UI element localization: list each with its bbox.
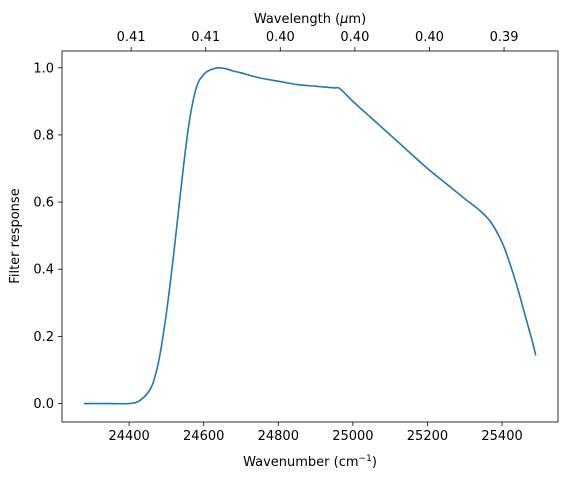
x-axis-label: Wavenumber (cm−1) xyxy=(243,454,377,470)
x-tick-label: 24800 xyxy=(258,429,299,444)
series-line xyxy=(83,66,537,405)
x-tick-label: 24600 xyxy=(183,429,224,444)
top-tick-label: 0.41 xyxy=(191,30,220,45)
y-axis-label: Filter response xyxy=(8,188,23,283)
plot-content xyxy=(83,66,537,405)
x-tick-label: 25400 xyxy=(481,429,522,444)
top-tick-label: 0.40 xyxy=(340,30,369,45)
left-y-axis: 0.0 0.2 0.4 0.6 0.8 1.0 xyxy=(33,61,62,412)
x-tick-label: 24400 xyxy=(108,429,149,444)
y-tick-label: 0.6 xyxy=(33,196,54,211)
top-tick-label: 0.40 xyxy=(266,30,295,45)
plot-frame xyxy=(61,50,559,423)
y-tick-label: 0.2 xyxy=(33,330,54,345)
x-tick-label: 25200 xyxy=(407,429,448,444)
top-x-axis: 0.41 0.41 0.40 0.40 0.40 0.39 xyxy=(117,30,519,51)
y-tick-label: 0.8 xyxy=(33,128,54,143)
top-tick-label: 0.39 xyxy=(490,30,519,45)
y-tick-label: 1.0 xyxy=(33,61,54,76)
top-tick-label: 0.41 xyxy=(117,30,146,45)
y-tick-label: 0.4 xyxy=(33,263,54,278)
x-tick-label: 25000 xyxy=(332,429,373,444)
top-tick-label: 0.40 xyxy=(415,30,444,45)
bottom-x-axis: 24400 24600 24800 25000 25200 25400 xyxy=(108,422,523,444)
y-tick-label: 0.0 xyxy=(33,397,54,412)
top-x-axis-label: Wavelength (μm) xyxy=(254,12,366,27)
